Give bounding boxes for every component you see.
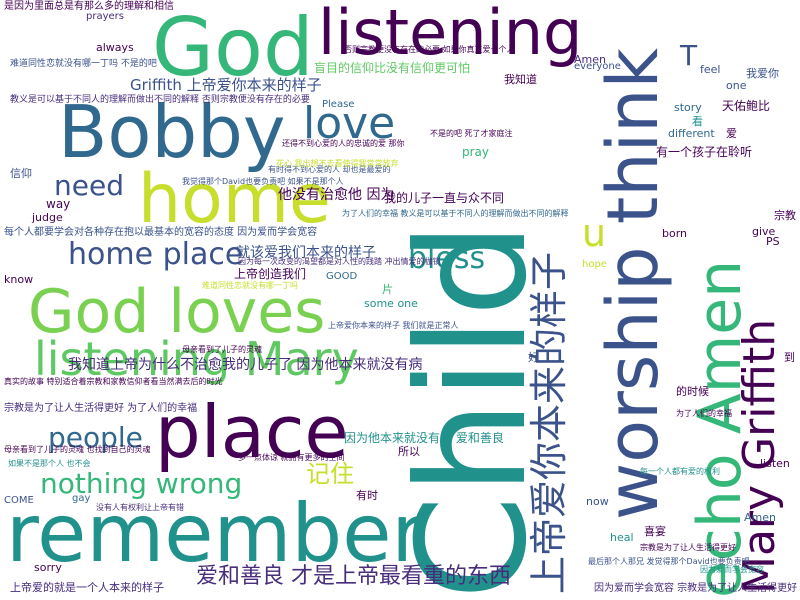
word-good: GOOD: [326, 271, 358, 282]
word-sorry: sorry: [34, 561, 62, 574]
word-way: way: [46, 197, 71, 211]
word-shangdi-ai-ni: 上帝爱你本来的样子: [527, 251, 571, 594]
word-listening: listening: [318, 0, 583, 69]
word-ai: 爱: [726, 127, 737, 140]
phrase-shangdi-ai-de: 上帝爱的就是一个人本来的样子: [10, 581, 164, 594]
word-remember: remember: [6, 487, 425, 580]
word-zongjiao: 宗教: [774, 209, 796, 222]
phrase-jiugai-ai: 就该爱我们本来的样子: [236, 245, 376, 261]
phrase-nandao-2: 难道同性恋就没有哪一丁吗: [202, 281, 298, 290]
phrase-yinwei-ta: 因为他本来就没有病 爱和善良: [344, 431, 504, 445]
phrase-ruguo: 如果不是那个人 也不会: [8, 459, 91, 468]
phrase-mangmu: 盲目的信仰比没有信仰更可怕: [314, 61, 471, 75]
phrase-shangdi-chuangzao: 上帝创造我们: [234, 267, 307, 281]
phrase-shangdi-ai-2: 上帝爱你本来的样子 我们就是正常人: [328, 321, 459, 330]
phrase-hai-debudao: 还得不到心爱的人的忠诚的爱 那你: [282, 139, 405, 148]
word-different: different: [668, 127, 715, 140]
phrase-weile-renmen: 为了人们的幸福 教义是可以基于不同人的理解而做出不同的解释: [342, 209, 569, 218]
word-story: story: [674, 101, 702, 114]
phrase-yinwei-ai-2: 因为爱而学会宽容: [700, 565, 764, 574]
phrase-meiyige: 每一个人都有爱的权利: [640, 467, 720, 476]
word-love: love: [303, 98, 396, 149]
word-worship-think: worship think: [592, 48, 674, 520]
word-jizhu: 记住: [306, 460, 354, 488]
word-people: people: [48, 421, 143, 454]
phrase-weile-2: 为了人们的幸福: [676, 409, 732, 418]
word-u: u: [582, 211, 607, 255]
word-god: God: [152, 1, 314, 94]
word-home: home: [138, 160, 331, 239]
phrase-fouze: 否则宗教便没有存在的必要 如果你真正爱一个人: [344, 45, 515, 54]
word-god-loves: God loves: [28, 277, 326, 347]
phrase-wo-de-erzi: 我的儿子一直与众不同: [384, 191, 505, 205]
word-one: one: [726, 79, 747, 92]
word-de-shihou: 的时候: [676, 385, 709, 398]
word-need: need: [54, 169, 124, 202]
word-listening-mary: listening Mary: [34, 332, 359, 386]
word-always: always: [96, 41, 134, 54]
phrase-yinwei-ai: 因为爱而学会宽容 宗教是为了让人生活得更好: [594, 583, 798, 594]
phrase-meiyou-ren: 没有人有权利让上帝有错: [96, 503, 184, 512]
phrase-you-yige-haizi: 有一个孩子在聆听: [656, 145, 753, 159]
word-some-one: some one: [364, 297, 418, 310]
word-know: know: [4, 273, 34, 286]
word-bobby: Bobby: [58, 90, 286, 174]
phrase-tianyou: 天佑鲍比: [722, 99, 771, 113]
phrase-zhenshi-gushi: 真实的故事 特别适合着宗教和家教信仰者看当然满去后的时光: [4, 377, 223, 386]
word-kan: 看: [692, 115, 703, 128]
word-place: place: [155, 390, 349, 474]
word-home-place: home place: [68, 237, 244, 272]
word-heal: heal: [610, 531, 634, 544]
phrase-meiyici: 因为每一次改变的渴望都是对人性的践踏 冲出情爱的枷锁: [238, 257, 441, 266]
word-amen-2: Amen: [744, 511, 776, 524]
phrase-shi-yinwei: 是因为里面总是有那么多的理解和相信: [4, 1, 174, 12]
word-t: T: [680, 39, 698, 72]
word-hope: hope: [582, 259, 607, 270]
word-feel: feel: [700, 63, 721, 76]
phrase-nandao: 难道同性恋就没有哪一丁吗 不是的吧: [10, 59, 157, 69]
word-gay: gay: [72, 493, 91, 504]
phrase-youshi-2: 有时得不到心爱的人 却也是最爱的: [268, 165, 391, 174]
phrase-zongjiao: 宗教是为了让人生活得更好 为了人们的幸福: [4, 403, 198, 414]
word-come: COME: [4, 495, 34, 506]
word-xinyang: 信仰: [10, 167, 32, 180]
word-nothing-wrong: nothing wrong: [40, 467, 243, 500]
phrase-bushi-de-ba: 不是的吧 死了才家庭注: [430, 129, 513, 138]
word-everyone: everyone: [574, 61, 621, 72]
phrase-huaxin: 花心 我出想不去看使得我常常放弃: [276, 159, 399, 168]
word-youshi: 有时: [356, 489, 378, 502]
phrase-ta-meiyou: 他没有治愈他 因为: [278, 187, 395, 203]
word-wo-zhidao: 我知道: [504, 73, 537, 86]
phrase-jiaoyi: 教义是可以基于不同人的理解而做出不同的解释 否则宗教便没有存在的必要: [10, 95, 310, 105]
phrase-jue-de: 我觉得那个David也要负责吧 如果不是那个人: [182, 177, 344, 186]
word-amen-small: Amen: [574, 53, 606, 66]
word-give: give: [752, 225, 776, 238]
word-please: Please: [322, 99, 355, 110]
phrase-meige-ren: 每个人都要学会对各种存在抱以最基本的宽容的态度 因为爱而学会宽容: [4, 227, 318, 238]
word-suoyi: 所以: [398, 445, 420, 458]
phrase-zongjiao-2: 宗教是为了让人生活得更好: [640, 543, 736, 552]
word-prayers: prayers: [86, 11, 124, 22]
phrase-griffith: Griffith 上帝爱你本来的样子: [130, 76, 322, 94]
word-born: born: [662, 227, 688, 240]
word-ps: PS: [766, 235, 780, 248]
word-dao: 到: [784, 351, 795, 364]
phrase-muqin: 母亲看到了儿子的灵魂 也找到自己的灵魂: [4, 445, 151, 454]
phrase-duoyidian: 多一点体谅 就拥有更多的空间: [238, 453, 345, 462]
phrase-wo-zhidao: 我知道上帝为什么不治愈我的儿子了 因为他本来就没有病: [68, 357, 423, 373]
word-wo-ai-ni: 我爱你: [746, 67, 779, 80]
word-pray: pray: [462, 145, 490, 159]
phrase-zuihou: 最后那个人那兄 发觉得那个David也要负责吧: [588, 557, 750, 566]
word-listen: listen: [760, 457, 790, 470]
word-xiyan: 喜宴: [644, 525, 666, 538]
word-now: now: [586, 495, 609, 508]
word-bless: bless: [408, 241, 486, 276]
word-aihe-shanliang: 爱和善良 才是上帝最看重的东西: [196, 564, 511, 589]
word-judge: judge: [32, 211, 63, 224]
word-hao: 好: [528, 351, 539, 364]
word-pian: 片: [382, 283, 393, 296]
phrase-muqin-2: 母亲看到了儿子的灵魂: [182, 345, 262, 354]
